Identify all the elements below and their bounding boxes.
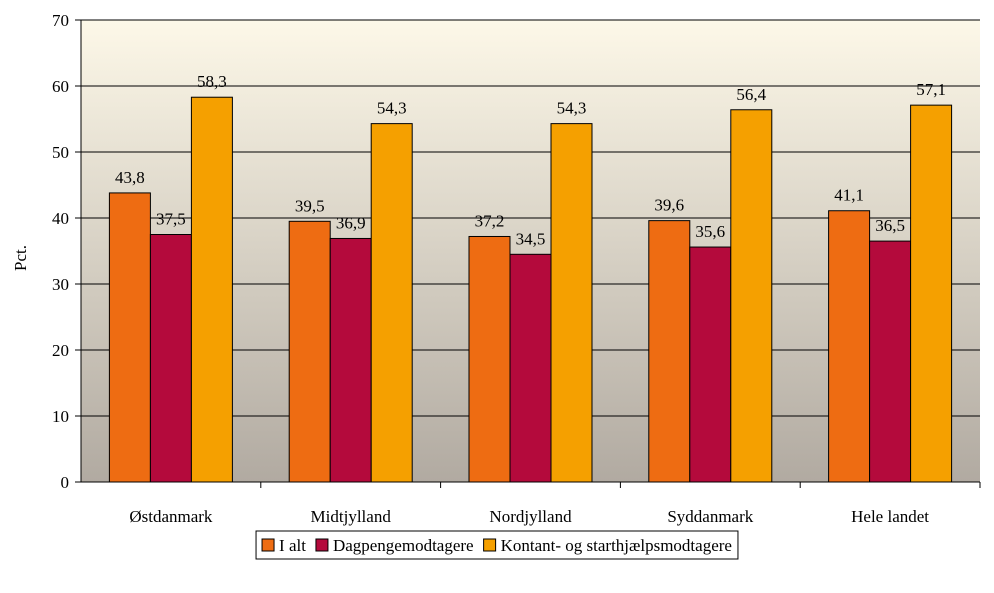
data-label: 58,3 bbox=[197, 72, 227, 91]
y-tick-labels: 0 10 20 30 40 50 60 70 bbox=[52, 11, 69, 492]
y-tick-label: 40 bbox=[52, 209, 69, 228]
bar bbox=[370, 123, 413, 483]
y-axis-label: Pct. bbox=[11, 245, 30, 271]
data-label: 56,4 bbox=[736, 85, 766, 104]
data-label: 37,2 bbox=[475, 211, 505, 230]
bar bbox=[648, 220, 691, 483]
legend-label: Dagpengemodtagere bbox=[333, 536, 474, 555]
bar bbox=[509, 253, 552, 483]
data-label: 36,9 bbox=[336, 213, 366, 232]
legend: I alt Dagpengemodtagere Kontant- og starth… bbox=[255, 530, 739, 560]
axes bbox=[75, 19, 981, 488]
legend-label: Kontant- og starthjælpsmodtagere bbox=[501, 536, 732, 555]
data-label: 35,6 bbox=[695, 222, 725, 241]
y-tick-label: 70 bbox=[52, 11, 69, 30]
data-label: 39,6 bbox=[654, 196, 684, 215]
data-label: 57,1 bbox=[916, 80, 946, 99]
data-label: 34,5 bbox=[516, 229, 546, 248]
data-label: 54,3 bbox=[557, 99, 587, 118]
y-tick-label: 20 bbox=[52, 341, 69, 360]
bar bbox=[329, 237, 372, 483]
bar bbox=[149, 234, 192, 483]
x-tick-labels: Østdanmark Midtjylland Nordjylland Syddanma… bbox=[129, 507, 929, 526]
y-tick-label: 0 bbox=[61, 473, 70, 492]
data-label: 54,3 bbox=[377, 99, 407, 118]
bar bbox=[288, 220, 331, 483]
legend-swatch bbox=[261, 538, 275, 552]
bar bbox=[468, 235, 511, 483]
data-label: 41,1 bbox=[834, 186, 864, 205]
legend-box bbox=[255, 530, 739, 560]
bar bbox=[910, 104, 953, 483]
data-label: 37,5 bbox=[156, 210, 186, 229]
legend-label: I alt bbox=[279, 536, 306, 555]
y-tick-label: 30 bbox=[52, 275, 69, 294]
x-tick-label: Hele landet bbox=[851, 507, 929, 526]
bar bbox=[689, 246, 732, 483]
bar bbox=[828, 210, 871, 483]
data-label: 39,5 bbox=[295, 196, 325, 215]
x-tick-label: Syddanmark bbox=[667, 507, 753, 526]
bar bbox=[869, 240, 912, 483]
y-tick-label: 60 bbox=[52, 77, 69, 96]
bar bbox=[108, 192, 151, 483]
bar bbox=[550, 123, 593, 483]
legend-swatch bbox=[315, 538, 329, 552]
data-labels: 43,8 37,5 58,3 39,5 36,9 54,3 37,2 34,5 54,3 39,6… bbox=[115, 72, 946, 248]
bar bbox=[190, 96, 233, 483]
x-tick-label: Midtjylland bbox=[311, 507, 392, 526]
y-tick-label: 50 bbox=[52, 143, 69, 162]
data-label: 43,8 bbox=[115, 168, 145, 187]
x-tick-label: Østdanmark bbox=[129, 507, 213, 526]
x-tick-label: Nordjylland bbox=[489, 507, 572, 526]
legend-swatch bbox=[483, 538, 497, 552]
y-tick-label: 10 bbox=[52, 407, 69, 426]
data-label: 36,5 bbox=[875, 216, 905, 235]
bar bbox=[730, 109, 773, 483]
